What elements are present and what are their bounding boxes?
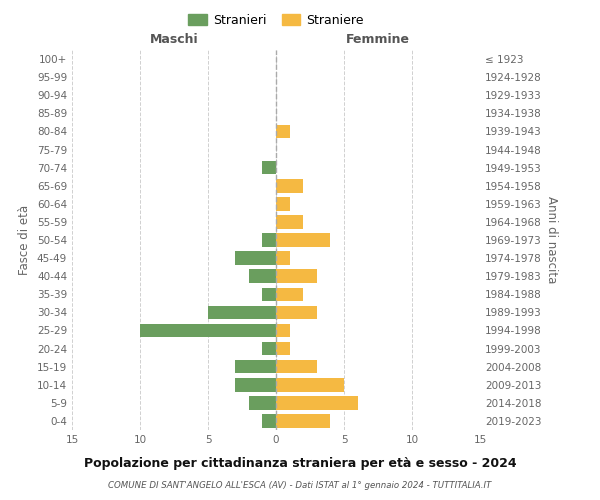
Bar — [276, 378, 344, 392]
Bar — [262, 288, 276, 301]
Bar — [262, 161, 276, 174]
Y-axis label: Anni di nascita: Anni di nascita — [545, 196, 558, 284]
Text: COMUNE DI SANT'ANGELO ALL'ESCA (AV) - Dati ISTAT al 1° gennaio 2024 - TUTTITALIA: COMUNE DI SANT'ANGELO ALL'ESCA (AV) - Da… — [109, 481, 491, 490]
Bar — [276, 306, 317, 319]
Bar — [249, 270, 276, 283]
Bar — [276, 396, 358, 409]
Bar — [140, 324, 276, 338]
Bar — [276, 270, 317, 283]
Bar — [262, 233, 276, 247]
Bar — [276, 215, 303, 228]
Bar — [262, 342, 276, 355]
Legend: Stranieri, Straniere: Stranieri, Straniere — [183, 8, 369, 32]
Bar — [262, 414, 276, 428]
Text: Maschi: Maschi — [149, 34, 199, 46]
Bar — [276, 197, 290, 210]
Text: Popolazione per cittadinanza straniera per età e sesso - 2024: Popolazione per cittadinanza straniera p… — [83, 458, 517, 470]
Bar — [208, 306, 276, 319]
Bar — [276, 324, 290, 338]
Text: Femmine: Femmine — [346, 34, 410, 46]
Bar — [276, 233, 331, 247]
Bar — [276, 124, 290, 138]
Bar — [276, 414, 331, 428]
Y-axis label: Fasce di età: Fasce di età — [19, 205, 31, 275]
Bar — [276, 342, 290, 355]
Bar — [249, 396, 276, 409]
Bar — [276, 252, 290, 265]
Bar — [235, 360, 276, 374]
Bar — [235, 378, 276, 392]
Bar — [235, 252, 276, 265]
Bar — [276, 288, 303, 301]
Bar — [276, 179, 303, 192]
Bar — [276, 360, 317, 374]
